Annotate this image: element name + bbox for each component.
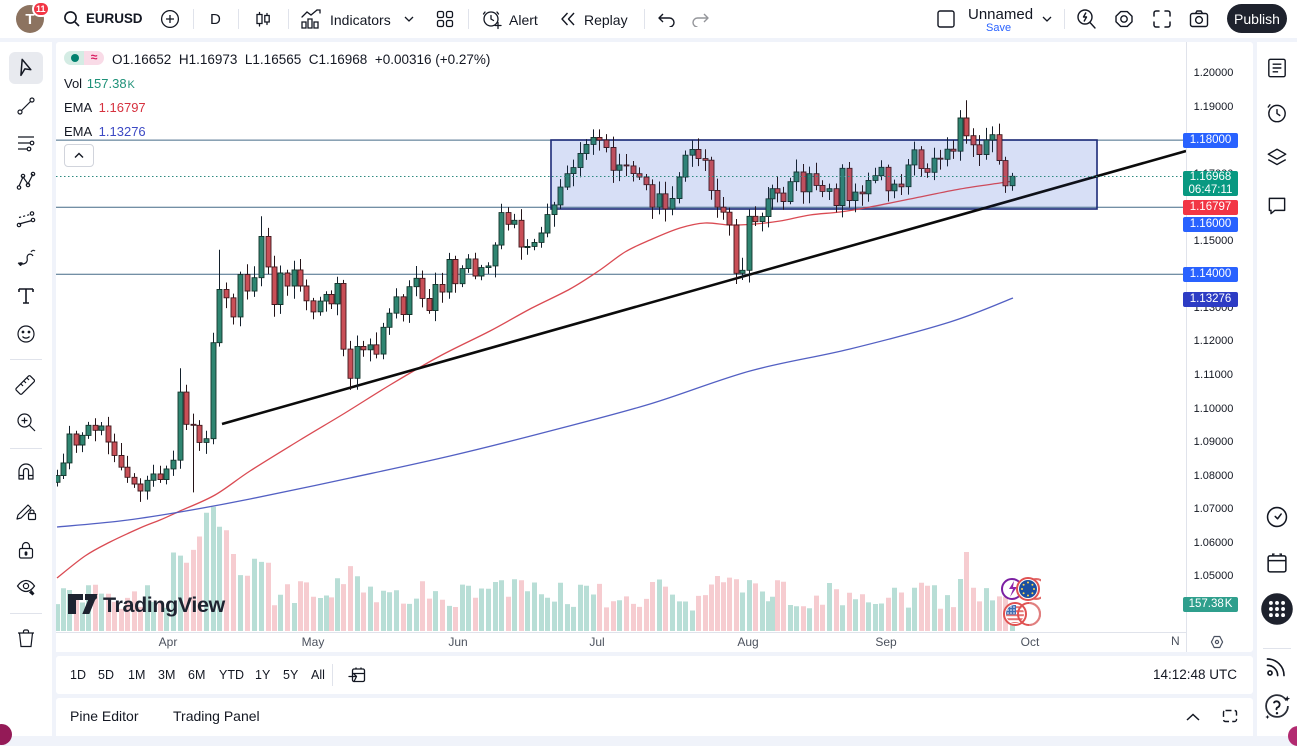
svg-text:TradingView: TradingView: [103, 593, 226, 617]
